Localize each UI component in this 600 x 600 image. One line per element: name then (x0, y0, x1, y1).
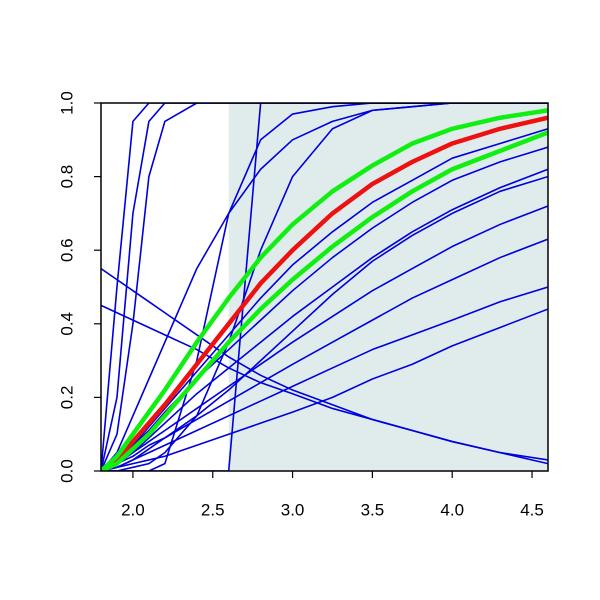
curve (101, 108, 548, 471)
x-tick-label: 4.0 (440, 500, 464, 519)
curve (101, 115, 548, 471)
y-tick-label: 0.4 (57, 312, 76, 336)
curve (101, 103, 548, 471)
curve (101, 286, 548, 471)
curve (101, 175, 548, 471)
x-tick-label: 2.5 (201, 500, 225, 519)
curve (101, 103, 548, 471)
y-tick-label: 0.8 (57, 165, 76, 189)
curve (101, 308, 548, 471)
y-tick-label: 0.6 (57, 238, 76, 262)
x-tick-label: 3.5 (361, 500, 385, 519)
x-tick-label: 4.5 (520, 500, 544, 519)
x-tick-label: 2.0 (121, 500, 145, 519)
curve (101, 168, 548, 471)
curve (101, 205, 548, 471)
y-tick-label: 0.0 (57, 459, 76, 483)
y-tick-label: 1.0 (57, 91, 76, 115)
y-tick-label: 0.2 (57, 386, 76, 410)
curve (101, 304, 548, 461)
curve (101, 103, 548, 471)
plot-frame (100, 102, 549, 472)
curve (101, 146, 548, 471)
x-tick-label: 3.0 (281, 500, 305, 519)
curve (101, 130, 548, 471)
curve (101, 127, 548, 471)
curve (101, 103, 548, 471)
curve (101, 103, 548, 471)
